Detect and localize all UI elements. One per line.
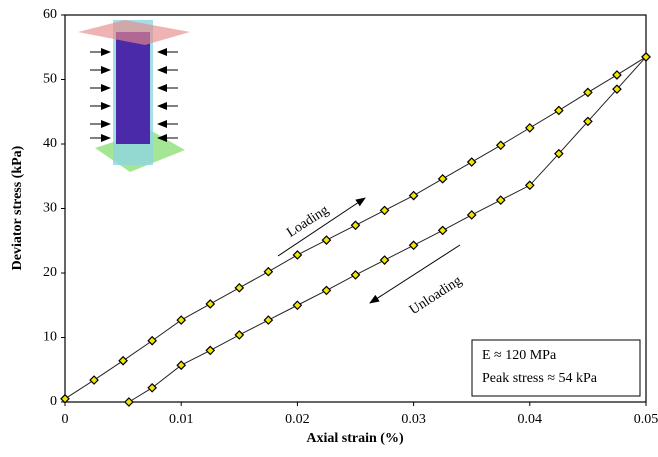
data-point [466, 210, 477, 220]
data-point [612, 70, 622, 80]
data-point [350, 270, 361, 280]
data-point [524, 180, 535, 191]
data-point [147, 382, 157, 393]
data-point [321, 235, 332, 245]
data-point [554, 148, 564, 159]
data-point [176, 360, 187, 371]
unloading-arrow [369, 244, 461, 304]
y-tick-label: 10 [43, 330, 57, 345]
data-point [583, 116, 593, 127]
data-point [263, 266, 274, 277]
data-point [408, 190, 419, 201]
data-point [641, 52, 651, 62]
y-axis-label: Deviator stress (kPa) [10, 145, 25, 270]
annotation: Loading [284, 203, 331, 241]
data-point [437, 225, 448, 236]
x-tick-label: 0.02 [285, 412, 310, 427]
data-point [124, 397, 134, 407]
text-box [471, 339, 641, 397]
data-point [292, 300, 303, 311]
x-axis-label: Axial strain (%) [306, 431, 404, 446]
data-point [234, 282, 245, 293]
y-tick-label: 30 [43, 201, 57, 216]
loading-arrow [277, 197, 366, 257]
annotation: Unloading [407, 273, 465, 318]
y-tick-label: 60 [43, 7, 57, 22]
data-point [234, 330, 245, 340]
x-tick-label: 0.01 [169, 412, 194, 427]
data-point [583, 87, 593, 98]
x-tick-label: 0.05 [634, 412, 658, 427]
data-point [612, 84, 622, 95]
data-point [554, 105, 564, 116]
data-point [147, 335, 157, 346]
y-tick-label: 50 [43, 72, 57, 87]
data-point [263, 315, 274, 325]
data-point [408, 240, 419, 251]
inset-specimen [78, 20, 190, 172]
data-point [89, 375, 99, 385]
data-point [350, 220, 361, 231]
text-box-line: E ≈ 120 MPa [482, 348, 557, 363]
data-point [495, 140, 506, 151]
data-point [205, 299, 216, 309]
y-tick-label: 0 [50, 394, 57, 409]
data-point [379, 255, 390, 265]
data-point [495, 195, 506, 205]
data-point [437, 173, 448, 184]
data-point [466, 157, 477, 167]
data-point [205, 345, 216, 356]
data-point [118, 355, 128, 366]
y-tick-label: 20 [43, 265, 57, 280]
x-tick-label: 0.03 [401, 412, 426, 427]
y-tick-label: 40 [43, 136, 57, 151]
data-point [321, 285, 332, 296]
x-tick-label: 0.04 [518, 412, 543, 427]
x-tick-label: 0 [62, 412, 69, 427]
data-point [524, 123, 535, 133]
text-box-line: Peak stress ≈ 54 kPa [482, 371, 598, 386]
data-point [176, 315, 187, 325]
data-point [60, 393, 70, 404]
data-point [292, 250, 303, 260]
data-point [379, 205, 390, 216]
